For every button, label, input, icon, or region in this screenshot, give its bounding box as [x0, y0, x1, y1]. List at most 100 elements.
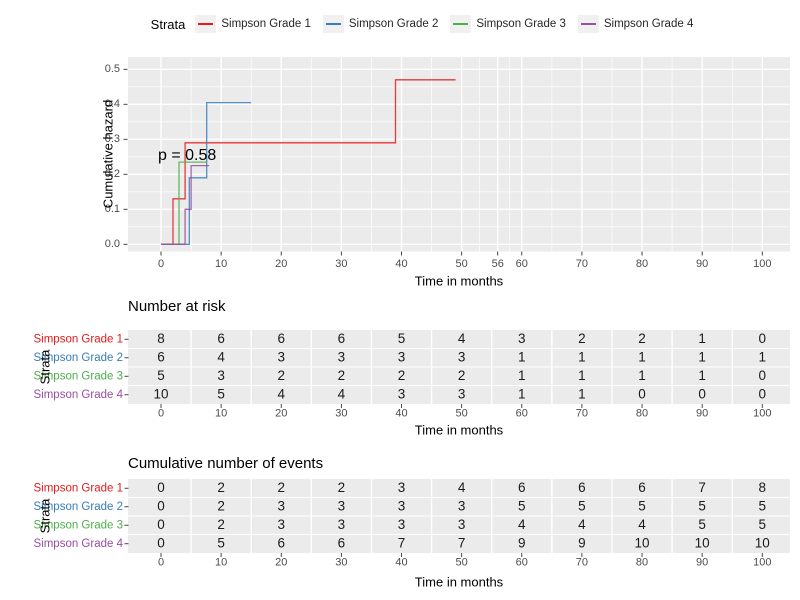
events-table-row-label: Simpson Grade 1	[34, 482, 124, 494]
risk-table-x-tick-label: 70	[576, 407, 588, 419]
events-table-value: 9	[578, 535, 586, 550]
events-table-value: 6	[518, 480, 526, 495]
risk-table-value: 0	[759, 331, 767, 346]
risk-table-value: 0	[759, 386, 767, 401]
events-table-value: 3	[398, 517, 406, 532]
legend-item-label: Simpson Grade 2	[348, 18, 439, 30]
x-tick-label: 30	[335, 258, 347, 270]
risk-table-x-tick-label: 10	[215, 407, 227, 419]
events-table-value: 6	[638, 480, 646, 495]
risk-table-value: 4	[458, 331, 466, 346]
events-table-value: 2	[278, 480, 286, 495]
legend-line-icon	[453, 23, 469, 25]
events-table-value: 3	[458, 517, 466, 532]
events-table-value: 4	[518, 517, 526, 532]
events-table-value: 7	[458, 535, 466, 550]
legend-line-icon	[325, 23, 341, 25]
events-table-value: 7	[398, 535, 406, 550]
risk-table-value: 1	[759, 349, 767, 364]
events-table-value: 3	[278, 498, 286, 513]
events-table-x-tick-label: 40	[395, 556, 407, 568]
risk-table-value: 3	[398, 349, 406, 364]
risk-table-value: 0	[638, 386, 646, 401]
x-tick-label: 0	[158, 258, 164, 270]
events-table-x-tick-label: 30	[335, 556, 347, 568]
risk-table-value: 1	[698, 331, 706, 346]
legend-line-icon	[580, 23, 596, 25]
events-table-value: 2	[338, 480, 346, 495]
events-table-value: 3	[278, 517, 286, 532]
events-table-x-tick-label: 70	[576, 556, 588, 568]
risk-table-value: 3	[518, 331, 526, 346]
x-tick-label: 70	[576, 258, 588, 270]
legend-item-label: Simpson Grade 3	[476, 18, 566, 30]
events-table-value: 0	[157, 498, 165, 513]
risk-table-value: 1	[578, 386, 586, 401]
events-table-value: 9	[518, 535, 526, 550]
risk-table-title: Number at risk	[128, 298, 226, 315]
events-table-x-tick-label: 80	[636, 556, 648, 568]
risk-table-x-tick-label: 0	[158, 407, 164, 419]
y-tick-label: 0.1	[105, 203, 120, 215]
events-table-value: 5	[698, 517, 706, 532]
risk-table-value: 2	[398, 368, 406, 383]
events-table-value: 5	[698, 498, 706, 513]
risk-table-value: 1	[518, 368, 526, 383]
y-tick-label: 0.2	[105, 168, 120, 180]
x-tick-label: 80	[636, 258, 648, 270]
x-tick-label: 60	[516, 258, 528, 270]
events-table-value: 0	[157, 480, 165, 495]
risk-table-x-tick-label: 80	[636, 407, 648, 419]
risk-table-value: 2	[638, 331, 646, 346]
risk-table-value: 1	[518, 349, 526, 364]
legend-key-swatch	[195, 15, 217, 33]
risk-table-value: 1	[698, 368, 706, 383]
legend-item-label: Simpson Grade 1	[221, 18, 311, 30]
events-table-value: 10	[635, 535, 650, 550]
risk-table-value: 8	[157, 331, 165, 346]
events-table-value: 10	[755, 535, 770, 550]
events-table-title: Cumulative number of events	[128, 455, 324, 472]
events-table-value: 5	[578, 498, 586, 513]
events-table-x-tick-label: 20	[275, 556, 287, 568]
risk-table-value: 6	[338, 331, 346, 346]
events-table-value: 0	[157, 517, 165, 532]
events-table-value: 7	[698, 480, 706, 495]
events-table-value: 5	[759, 517, 767, 532]
events-table-value: 10	[695, 535, 710, 550]
legend: Strata Simpson Grade 1 Simpson Grade 2 Sim…	[0, 15, 800, 33]
events-table-value: 5	[638, 498, 646, 513]
x-tick-label: 100	[753, 258, 771, 270]
risk-table-x-tick-label: 30	[335, 407, 347, 419]
events-table-value: 6	[278, 535, 286, 550]
y-tick-label: 0.3	[105, 133, 120, 145]
risk-table-value: 6	[278, 331, 286, 346]
risk-table-row-label: Simpson Grade 1	[34, 333, 124, 345]
events-table-value: 2	[217, 498, 225, 513]
risk-table-x-tick-label: 60	[516, 407, 528, 419]
events-table-value: 4	[578, 517, 586, 532]
events-table-row-label: Simpson Grade 2	[34, 501, 124, 513]
risk-table-value: 2	[578, 331, 586, 346]
risk-table-value: 3	[398, 386, 406, 401]
risk-table-x-tick-label: 40	[395, 407, 407, 419]
risk-table-value: 1	[638, 349, 646, 364]
p-value-annotation: p = 0.58	[158, 147, 217, 164]
risk-table-value: 4	[338, 386, 346, 401]
events-table-x-tick-label: 60	[516, 556, 528, 568]
legend-title: Strata	[150, 16, 186, 32]
events-table-value: 4	[638, 517, 646, 532]
events-table-value: 4	[458, 480, 466, 495]
events-table-value: 6	[338, 535, 346, 550]
x-tick-label: 50	[456, 258, 468, 270]
risk-table-value: 3	[338, 349, 346, 364]
risk-table-value: 3	[217, 368, 225, 383]
events-table-x-tick-label: 50	[456, 556, 468, 568]
legend-item-label: Simpson Grade 4	[603, 18, 694, 30]
risk-table-value: 3	[458, 349, 466, 364]
events-table-row-label: Simpson Grade 3	[34, 519, 124, 531]
risk-table-row-label: Simpson Grade 4	[34, 389, 124, 401]
risk-table-value: 1	[518, 386, 526, 401]
legend-item-simpson-grade-1: Simpson Grade 1	[195, 15, 311, 33]
